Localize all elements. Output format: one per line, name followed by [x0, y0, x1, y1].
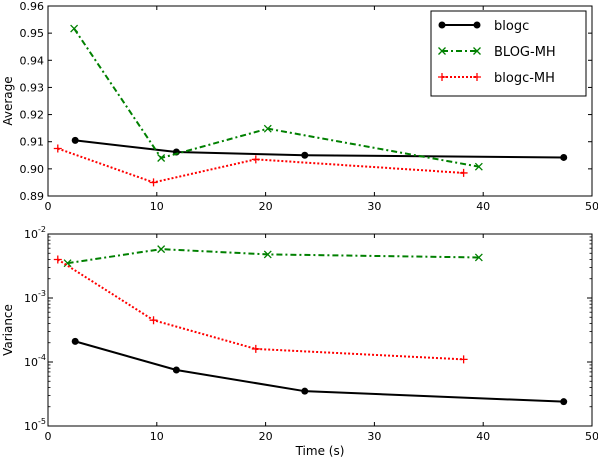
- average-y-tick-label: 0.92: [20, 109, 45, 122]
- variance-x-tick-label: 40: [476, 430, 490, 443]
- variance-point-blog-mh: [63, 259, 72, 268]
- variance-y-tick-label: 10-5: [24, 417, 46, 433]
- variance-point-blogc: [71, 337, 79, 345]
- variance-x-tick-label: 10: [150, 430, 164, 443]
- variance-point-blogc-mh: [53, 255, 62, 264]
- average-point-blogc: [301, 151, 309, 159]
- average-y-tick-label: 0.89: [20, 190, 45, 203]
- average-y-tick-label: 0.91: [20, 136, 45, 149]
- legend-marker-blog-mh-end: [473, 47, 481, 55]
- variance-y-tick-label: 10-3: [24, 289, 46, 305]
- legend-label-blogc: blogc: [494, 19, 529, 34]
- legend-label-blog-mh: BLOG-MH: [494, 45, 556, 60]
- average-point-blog-mh: [70, 24, 79, 33]
- variance-x-tick-label: 0: [45, 430, 52, 443]
- legend-entry-blogc: blogc: [438, 19, 529, 34]
- variance-point-blog-mh: [157, 245, 166, 254]
- average-y-tick-label: 0.96: [20, 0, 45, 13]
- legend-marker-blog-mh: [438, 47, 446, 55]
- variance-x-tick-label: 20: [259, 430, 273, 443]
- variance-point-blog-mh: [263, 250, 272, 259]
- average-series: [53, 24, 568, 187]
- average-x-tick-label: 30: [367, 200, 381, 213]
- average-point-blog-mh: [263, 124, 272, 133]
- average-series-line-blogc: [75, 139, 564, 159]
- variance-plot-area: [47, 233, 593, 427]
- average-point-blog-mh: [157, 154, 166, 162]
- variance-series-line-blogc: [74, 340, 564, 403]
- average-x-tick-label: 40: [476, 200, 490, 213]
- variance-point-blogc-mh: [149, 316, 158, 325]
- variance-series: [53, 245, 568, 406]
- average-point-blogc-mh: [251, 155, 260, 164]
- variance-y-axis-label: Variance: [1, 304, 15, 356]
- legend-marker-blogc: [438, 21, 446, 29]
- average-point-blogc-mh: [149, 178, 158, 187]
- average-y-tick-label: 0.93: [20, 81, 45, 94]
- average-subplot: 0 10 20 30 40 50 0.89 0.90 0.91 0.92 0.93 0.94 0.95 0…: [1, 0, 598, 213]
- variance-point-blogc: [301, 387, 309, 395]
- average-y-tick-label: 0.95: [20, 27, 45, 40]
- variance-x-tick-label: 50: [585, 430, 598, 443]
- variance-series-line-blogc-mh: [57, 258, 464, 361]
- average-x-tick-label: 50: [585, 200, 598, 213]
- average-x-tick-label: 0: [45, 200, 52, 213]
- variance-subplot: 0 10 20 30 40 50 10-5 10-4 10-3 10-2 Variance Tim…: [1, 225, 598, 458]
- legend-entry-blog-mh: BLOG-MH: [438, 45, 556, 60]
- legend-label-blogc-mh: blogc-MH: [494, 71, 555, 86]
- legend-marker-blogc-mh-end: [473, 73, 481, 81]
- x-axis-label: Time (s): [295, 444, 345, 458]
- average-x-tick-label: 20: [259, 200, 273, 213]
- variance-ticks: 0 10 20 30 40 50 10-5 10-4 10-3 10-2: [24, 225, 598, 443]
- variance-y-tick-label: 10-2: [24, 225, 46, 241]
- variance-series-line-blog-mh: [67, 248, 479, 265]
- average-x-tick-label: 10: [150, 200, 164, 213]
- variance-x-tick-label: 30: [367, 430, 381, 443]
- average-series-line-blogc-mh: [57, 147, 464, 184]
- average-point-blogc: [71, 136, 79, 144]
- legend: blogc BLOG-MH blogc-MH: [430, 10, 587, 97]
- average-point-blogc: [560, 153, 568, 161]
- legend-entry-blogc-mh: blogc-MH: [438, 71, 555, 86]
- variance-point-blog-mh: [474, 253, 483, 262]
- average-series-line-blog-mh: [73, 27, 480, 168]
- legend-marker-blogc-end: [473, 21, 481, 29]
- variance-point-blogc: [560, 398, 568, 406]
- average-point-blogc-mh: [53, 144, 62, 153]
- variance-point-blogc-mh: [459, 355, 468, 364]
- average-point-blogc-mh: [459, 168, 468, 177]
- average-y-tick-label: 0.94: [20, 54, 45, 67]
- variance-point-blogc: [172, 366, 180, 374]
- average-y-tick-label: 0.90: [20, 163, 45, 176]
- average-y-axis-label: Average: [1, 76, 15, 125]
- variance-point-blogc-mh: [251, 344, 260, 353]
- legend-marker-blogc-mh: [438, 73, 446, 81]
- average-point-blog-mh: [474, 162, 483, 171]
- average-ticks: 0 10 20 30 40 50 0.89 0.90 0.91 0.92 0.93 0.94 0.95 0…: [20, 0, 598, 213]
- variance-y-tick-label: 10-4: [24, 353, 46, 369]
